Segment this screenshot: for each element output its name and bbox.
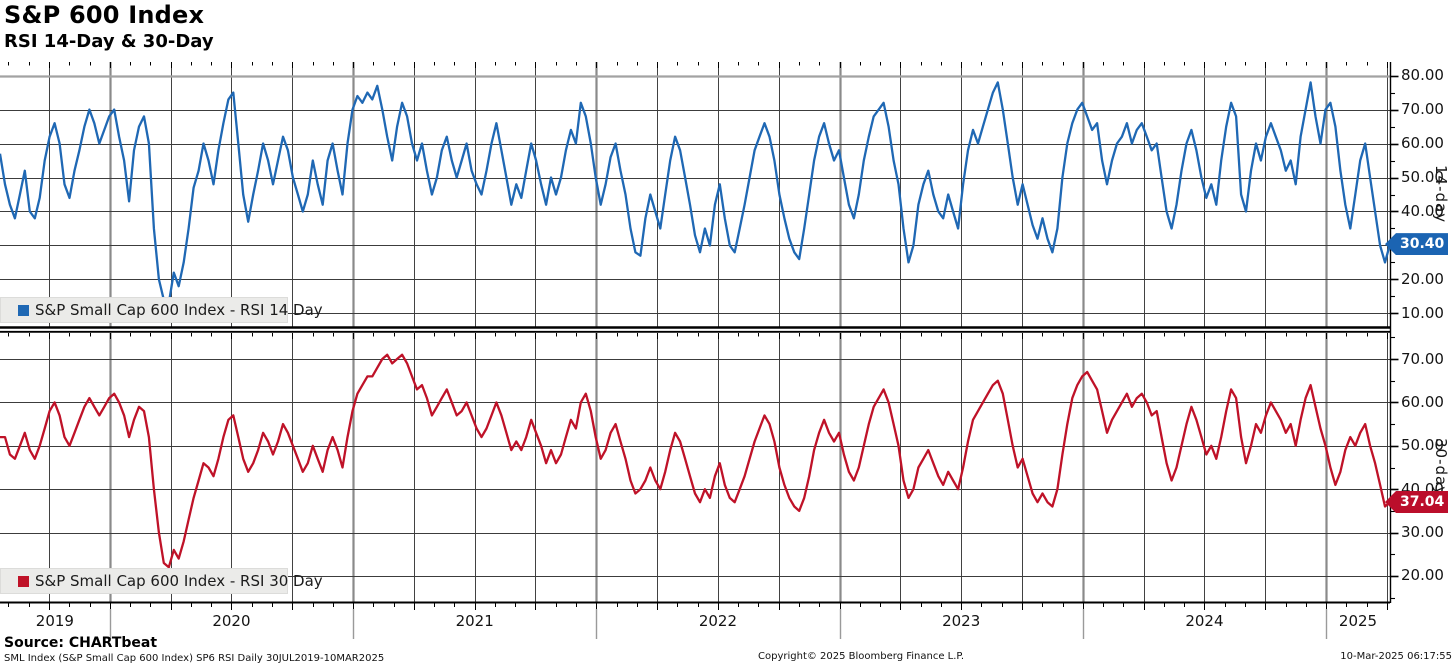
y-tick-label: 20.00 [1401,566,1444,585]
y-tick-label: 10.00 [1401,303,1444,322]
x-year-label: 2025 [1338,612,1378,630]
rsi30-line [0,353,1391,569]
x-year-label: 2020 [212,612,251,630]
legend-rsi14[interactable]: S&P Small Cap 600 Index - RSI 14 Day [0,297,323,323]
chart-title: S&P 600 Index [4,1,205,29]
x-year-label: 2019 [35,612,74,630]
y-tick-label: 70.00 [1401,349,1444,368]
source-detail: SML Index (S&P Small Cap 600 Index) SP6 … [4,653,385,664]
last-value-tag-rsi30: 37.04 [1385,491,1448,514]
axis-title-14day: 14-day [1432,164,1450,223]
x-year-label: 2024 [1185,612,1224,630]
x-year-label: 2023 [942,612,981,630]
chart-subtitle: RSI 14-Day & 30-Day [4,31,214,52]
legend-rsi30[interactable]: S&P Small Cap 600 Index - RSI 30 Day [0,568,323,594]
legend-swatch-rsi14-icon [18,304,29,316]
x-year-label: 2022 [698,612,738,630]
y-tick-label: 70.00 [1401,100,1444,119]
legend-swatch-rsi30-icon [18,575,29,587]
legend-label-rsi14: S&P Small Cap 600 Index - RSI 14 Day [35,301,323,319]
y-tick-label: 80.00 [1401,66,1444,85]
y-tick-label: 60.00 [1401,392,1444,411]
rsi14-line [0,81,1392,305]
y-tick-label: 30.00 [1401,523,1444,542]
timestamp-text: 10-Mar-2025 06:17:55 [1340,651,1452,662]
source-label: Source: CHARTbeat [4,635,158,651]
x-year-label: 2021 [455,612,494,630]
legend-label-rsi30: S&P Small Cap 600 Index - RSI 30 Day [35,572,323,590]
axis-title-30day: 30-day [1432,437,1450,496]
last-value-tag-rsi14: 30.40 [1385,233,1448,256]
y-tick-label: 50.00 [1401,436,1444,455]
y-tick-label: 60.00 [1401,134,1444,153]
copyright-text: Copyright© 2025 Bloomberg Finance L.P. [758,651,965,662]
y-tick-label: 50.00 [1401,168,1444,186]
y-tick-label: 40.00 [1401,201,1444,220]
y-tick-label: 20.00 [1401,269,1444,288]
